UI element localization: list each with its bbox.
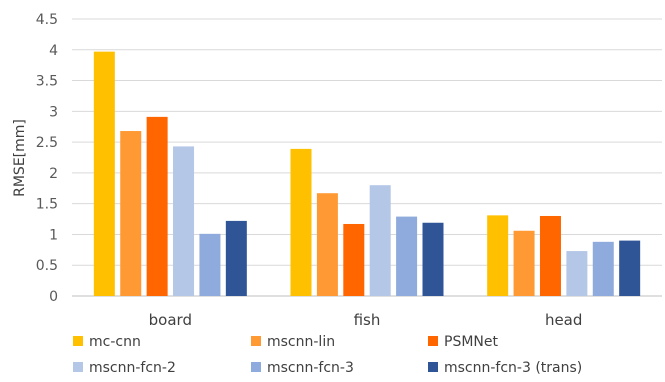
legend-swatch bbox=[73, 336, 83, 346]
legend-swatch bbox=[428, 362, 438, 372]
bar-fish-0 bbox=[290, 148, 312, 296]
legend-label: mscnn-fcn-3 (trans) bbox=[444, 360, 582, 376]
y-axis-ticks: 0 0.5 1 1.5 2 2.5 3 3.5 4 4.5 bbox=[36, 12, 58, 305]
bar-head-2 bbox=[539, 215, 561, 296]
bar-fish-4 bbox=[396, 216, 418, 296]
bar-head-4 bbox=[592, 241, 614, 296]
y-tick-label: 0 bbox=[49, 289, 58, 305]
bar-fish-2 bbox=[343, 223, 365, 296]
legend-label: mc-cnn bbox=[89, 334, 141, 350]
legend-swatch bbox=[251, 362, 261, 372]
bar-board-5 bbox=[225, 220, 247, 296]
bar-board-1 bbox=[120, 131, 142, 296]
bar-head-3 bbox=[566, 251, 588, 296]
category-label: board bbox=[149, 311, 192, 329]
y-axis-label: RMSE[mm] bbox=[12, 119, 28, 197]
gridlines bbox=[72, 18, 662, 297]
y-tick-label: 2 bbox=[49, 166, 58, 182]
category-label: fish bbox=[354, 311, 381, 329]
bar-fish-5 bbox=[422, 222, 444, 296]
category-label: head bbox=[545, 311, 582, 329]
bar-fish-1 bbox=[316, 193, 338, 296]
bars bbox=[93, 51, 641, 296]
legend-label: mscnn-fcn-3 bbox=[267, 360, 354, 376]
bar-board-4 bbox=[199, 233, 221, 296]
bar-head-1 bbox=[513, 230, 535, 296]
y-tick-label: 4.5 bbox=[36, 12, 58, 28]
y-tick-label: 1.5 bbox=[36, 197, 58, 213]
y-tick-label: 4 bbox=[49, 43, 58, 59]
legend: mc-cnn mscnn-lin PSMNet mscnn-fcn-2 mscnn-fc… bbox=[73, 334, 582, 376]
legend-swatch bbox=[251, 336, 261, 346]
y-tick-label: 3.5 bbox=[36, 74, 58, 90]
bar-head-5 bbox=[619, 240, 641, 296]
y-tick-label: 3 bbox=[49, 104, 58, 120]
y-tick-label: 0.5 bbox=[36, 258, 58, 274]
y-tick-label: 1 bbox=[49, 227, 58, 243]
legend-swatch bbox=[73, 362, 83, 372]
legend-label: mscnn-fcn-2 bbox=[89, 360, 176, 376]
legend-swatch bbox=[428, 336, 438, 346]
bar-board-3 bbox=[173, 146, 195, 296]
legend-label: PSMNet bbox=[444, 334, 498, 350]
legend-label: mscnn-lin bbox=[267, 334, 335, 350]
bar-head-0 bbox=[487, 215, 509, 296]
y-tick-label: 2.5 bbox=[36, 135, 58, 151]
x-axis-categories: board fish head bbox=[149, 311, 583, 329]
bar-board-0 bbox=[93, 51, 115, 296]
bar-fish-3 bbox=[369, 185, 391, 296]
bar-board-2 bbox=[146, 116, 168, 296]
